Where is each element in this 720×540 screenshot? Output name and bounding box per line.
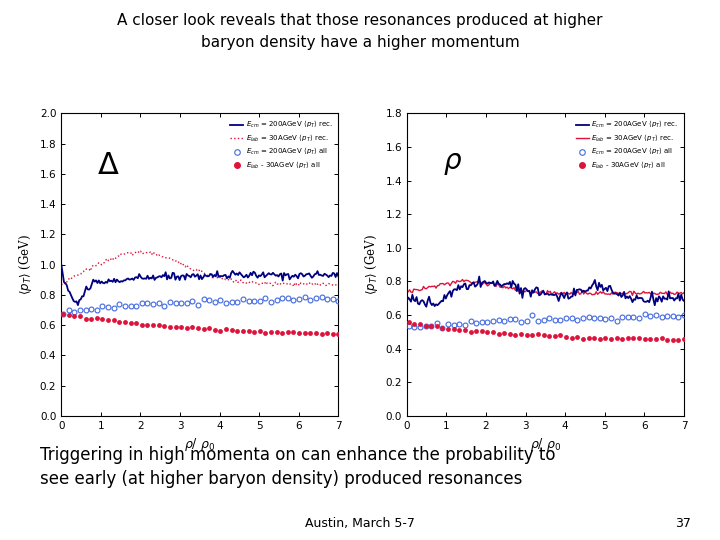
Text: Triggering in high momenta on can enhance the probability to: Triggering in high momenta on can enhanc… xyxy=(40,446,555,463)
Y-axis label: $\langle p_T \rangle$ (GeV): $\langle p_T \rangle$ (GeV) xyxy=(363,234,379,295)
Text: Austin, March 5-7: Austin, March 5-7 xyxy=(305,517,415,530)
Y-axis label: $\langle p_T \rangle$ (GeV): $\langle p_T \rangle$ (GeV) xyxy=(17,234,34,295)
Text: $\Delta$: $\Delta$ xyxy=(97,150,120,181)
X-axis label: $\rho$/ $\rho_0$: $\rho$/ $\rho_0$ xyxy=(184,436,215,453)
Text: see early (at higher baryon density) produced resonances: see early (at higher baryon density) pro… xyxy=(40,470,522,488)
X-axis label: $\rho$/ $\rho_0$: $\rho$/ $\rho_0$ xyxy=(530,436,561,453)
Text: 37: 37 xyxy=(675,517,691,530)
Legend: $E_{cm}$ = 200AGeV $\langle p_T \rangle$ rec., $E_{lab}$ = 30AGeV $\langle p_T \: $E_{cm}$ = 200AGeV $\langle p_T \rangle$… xyxy=(228,117,335,173)
Legend: $E_{cm}$ = 200AGeV $\langle p_T \rangle$ rec., $E_{lab}$ = 30AGeV $\langle p_T \: $E_{cm}$ = 200AGeV $\langle p_T \rangle$… xyxy=(574,117,680,173)
Text: $\rho$: $\rho$ xyxy=(443,150,462,177)
Text: baryon density have a higher momentum: baryon density have a higher momentum xyxy=(201,35,519,50)
Text: A closer look reveals that those resonances produced at higher: A closer look reveals that those resonan… xyxy=(117,14,603,29)
